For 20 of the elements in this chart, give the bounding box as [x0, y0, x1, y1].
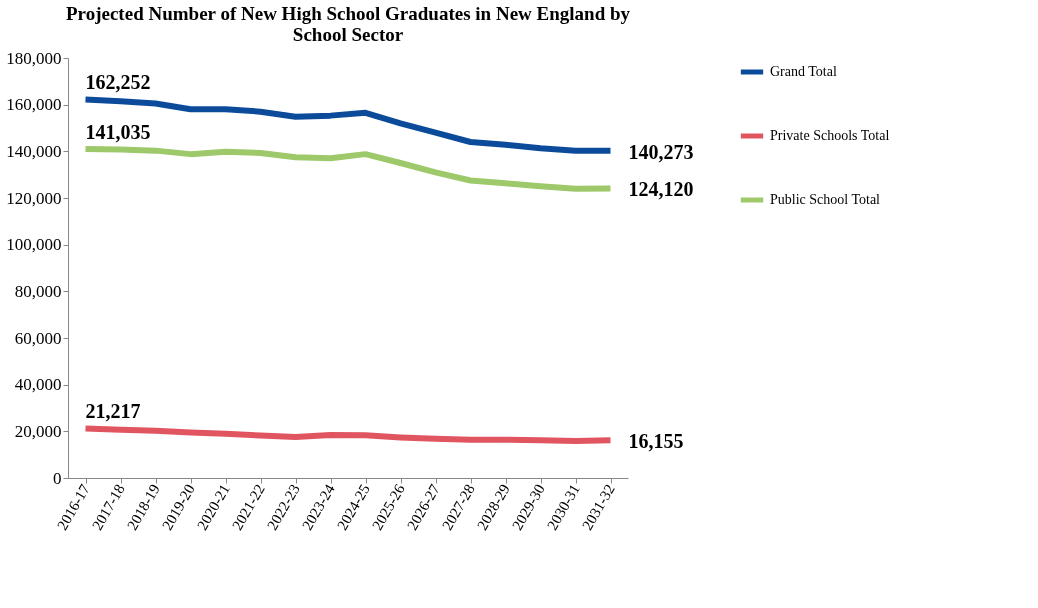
y-tick-label: 60,000 [14, 328, 62, 348]
y-tick-label: 40,000 [14, 375, 62, 395]
y-tick-label: 20,000 [14, 421, 62, 441]
legend-label: Private Schools Total [770, 128, 890, 143]
y-tick-label: 120,000 [6, 188, 62, 208]
y-tick-label: 160,000 [6, 95, 62, 115]
y-tick-label: 140,000 [6, 141, 62, 161]
data-label: 16,155 [628, 430, 684, 453]
data-label: 21,217 [85, 400, 141, 423]
legend-label: Grand Total [770, 64, 837, 79]
chart-title: Projected Number of New High School Graduates in New England by School Sector [65, 3, 631, 45]
data-label: 124,120 [628, 178, 694, 201]
y-tick-label: 80,000 [14, 281, 62, 301]
y-tick-label: 0 [53, 468, 62, 488]
data-label: 141,035 [85, 120, 151, 143]
data-label: 140,273 [628, 140, 694, 163]
y-tick-label: 100,000 [6, 235, 62, 255]
data-label: 162,252 [85, 71, 151, 94]
legend-label: Public School Total [770, 192, 881, 207]
y-tick-label: 180,000 [6, 48, 62, 68]
